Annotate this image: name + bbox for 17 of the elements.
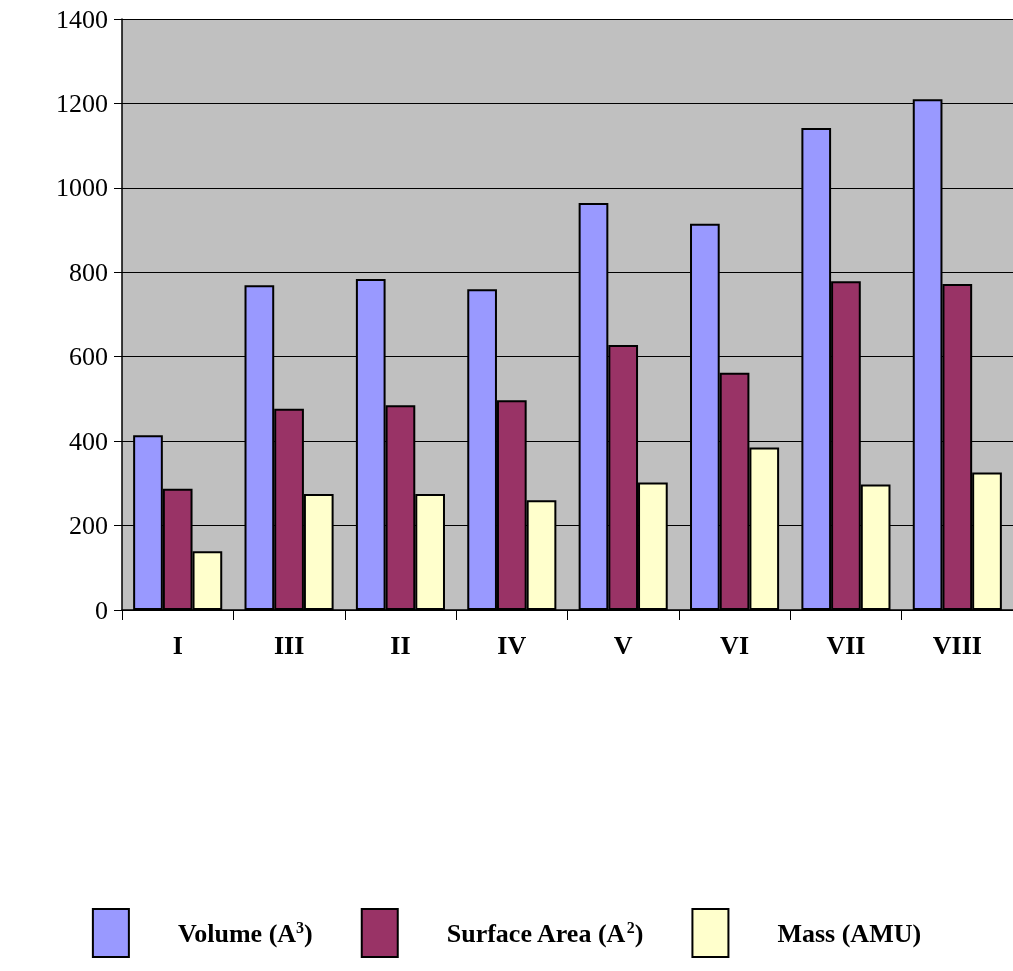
x-tick-label: I	[172, 630, 183, 660]
legend-label: Mass (AMU)	[777, 918, 922, 948]
x-tick-label: II	[390, 630, 411, 660]
x-tick-label: VI	[720, 630, 750, 660]
x-tick-label: IV	[497, 630, 527, 660]
x-tick-label: VII	[826, 630, 866, 660]
y-tick-label: 800	[69, 257, 108, 287]
y-tick-label: 1400	[56, 4, 108, 34]
x-tick-label: III	[273, 630, 305, 660]
y-tick-label: 1200	[56, 88, 108, 118]
y-tick-label: 200	[69, 511, 108, 541]
y-tick-label: 400	[69, 426, 108, 456]
x-tick-label: VIII	[932, 630, 982, 660]
y-tick-label: 600	[69, 342, 108, 372]
y-tick-label: 0	[95, 595, 108, 625]
y-tick-label: 1000	[56, 173, 108, 203]
x-tick-label: V	[613, 630, 633, 660]
